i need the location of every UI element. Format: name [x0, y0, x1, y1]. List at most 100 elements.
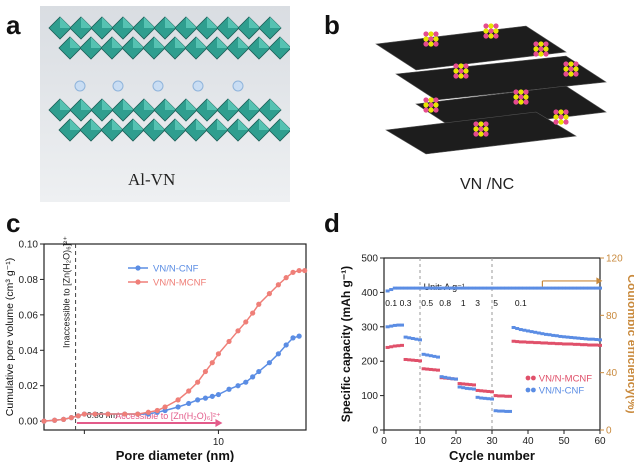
series-point [421, 367, 426, 371]
series-point [536, 331, 541, 335]
series-point [81, 411, 87, 417]
series-point [175, 404, 181, 410]
rate-label: 0.3 [400, 298, 412, 308]
series-point [275, 351, 281, 357]
series-point [569, 335, 574, 339]
series-point [569, 286, 574, 290]
series-point [515, 286, 520, 290]
series-point [482, 286, 487, 290]
vn-atom [483, 121, 489, 127]
series-point [569, 342, 574, 346]
series-point [500, 394, 505, 398]
series-point [154, 407, 160, 414]
vn-atom [533, 46, 539, 52]
octahedron-face [91, 119, 102, 130]
series-point [529, 330, 534, 334]
vn-atom [488, 23, 494, 29]
series-point [439, 286, 444, 290]
series-point [565, 335, 570, 339]
octahedron-face [144, 99, 155, 110]
x-axis-label: Pore diameter (nm) [116, 448, 234, 462]
series-point [414, 337, 419, 341]
series-point [400, 323, 404, 327]
octahedron-face [123, 99, 134, 110]
series-point [511, 339, 516, 343]
vn-atom [523, 94, 529, 100]
series-point [266, 291, 272, 297]
series-point [296, 267, 302, 274]
series-point [209, 360, 215, 366]
series-point [547, 286, 552, 290]
octahedron-face [112, 119, 123, 130]
vn-atom [488, 33, 494, 39]
legend-marker [525, 387, 531, 393]
series-point [587, 286, 592, 290]
octahedron-face [91, 37, 102, 48]
series-point [554, 342, 559, 346]
series-point [598, 286, 602, 290]
vn-atom [463, 68, 469, 74]
series-point [256, 368, 262, 375]
series-point [202, 395, 209, 401]
series-point [468, 383, 473, 387]
series-point [283, 342, 289, 348]
series-point [475, 395, 480, 399]
series-point [572, 286, 577, 290]
octahedron-face [238, 37, 249, 48]
x-tick-label: 60 [594, 436, 606, 447]
series-point [533, 341, 538, 345]
series-point [410, 286, 415, 290]
y-tick-label: 500 [361, 254, 378, 265]
vn-atom [558, 114, 564, 120]
x-tick-label: 50 [558, 436, 570, 447]
series-point [526, 329, 530, 333]
vn-atom [538, 51, 544, 57]
octahedron-face [217, 37, 228, 48]
vn-atom [518, 94, 524, 100]
vn-atom [563, 61, 569, 67]
series-point [385, 325, 390, 329]
series-point [594, 338, 599, 342]
series-point [497, 286, 502, 290]
series-point [594, 286, 599, 290]
series-point [522, 340, 527, 344]
panel-b-caption: VN /NC [460, 176, 515, 193]
series-point [551, 333, 556, 337]
series-point [400, 343, 404, 347]
series-point [60, 416, 67, 422]
series-point [580, 286, 584, 290]
series-point [529, 340, 534, 344]
series-point [243, 379, 249, 385]
panel-c: c 0.00 0.02 0.04 0.06 0.08 0.10 10 Pore diamete… [0, 208, 318, 462]
octahedron-face [165, 99, 176, 110]
vn-atom [573, 61, 579, 67]
vn-atom [453, 73, 459, 79]
octahedron-face [154, 37, 165, 48]
series-point [52, 417, 58, 423]
y-axis-label: Cumulative pore volume (cm³ g⁻¹) [4, 258, 16, 416]
octahedron-face [102, 17, 113, 28]
series-point [457, 286, 462, 290]
series-point [493, 286, 498, 290]
series-point [475, 388, 480, 392]
series-point [468, 387, 473, 391]
series-point [215, 391, 222, 398]
octahedron-face [123, 17, 134, 28]
series-point [594, 343, 599, 347]
vn-atom [423, 36, 429, 42]
series-point [389, 324, 394, 328]
vn-atom [478, 131, 484, 137]
vn-atom [478, 126, 484, 132]
y-tick-label: 0.06 [19, 310, 39, 321]
vn-atom [433, 102, 439, 108]
series-point [472, 286, 476, 290]
series-point [454, 377, 458, 381]
accessible-arrowhead [215, 419, 223, 427]
series-point [75, 413, 81, 419]
vn-atom [493, 28, 499, 34]
series-point [443, 375, 448, 379]
series-point [135, 411, 141, 417]
y-tick-label: 400 [361, 288, 378, 299]
octahedron-face [259, 119, 270, 130]
x-tick-label: 40 [522, 436, 534, 447]
